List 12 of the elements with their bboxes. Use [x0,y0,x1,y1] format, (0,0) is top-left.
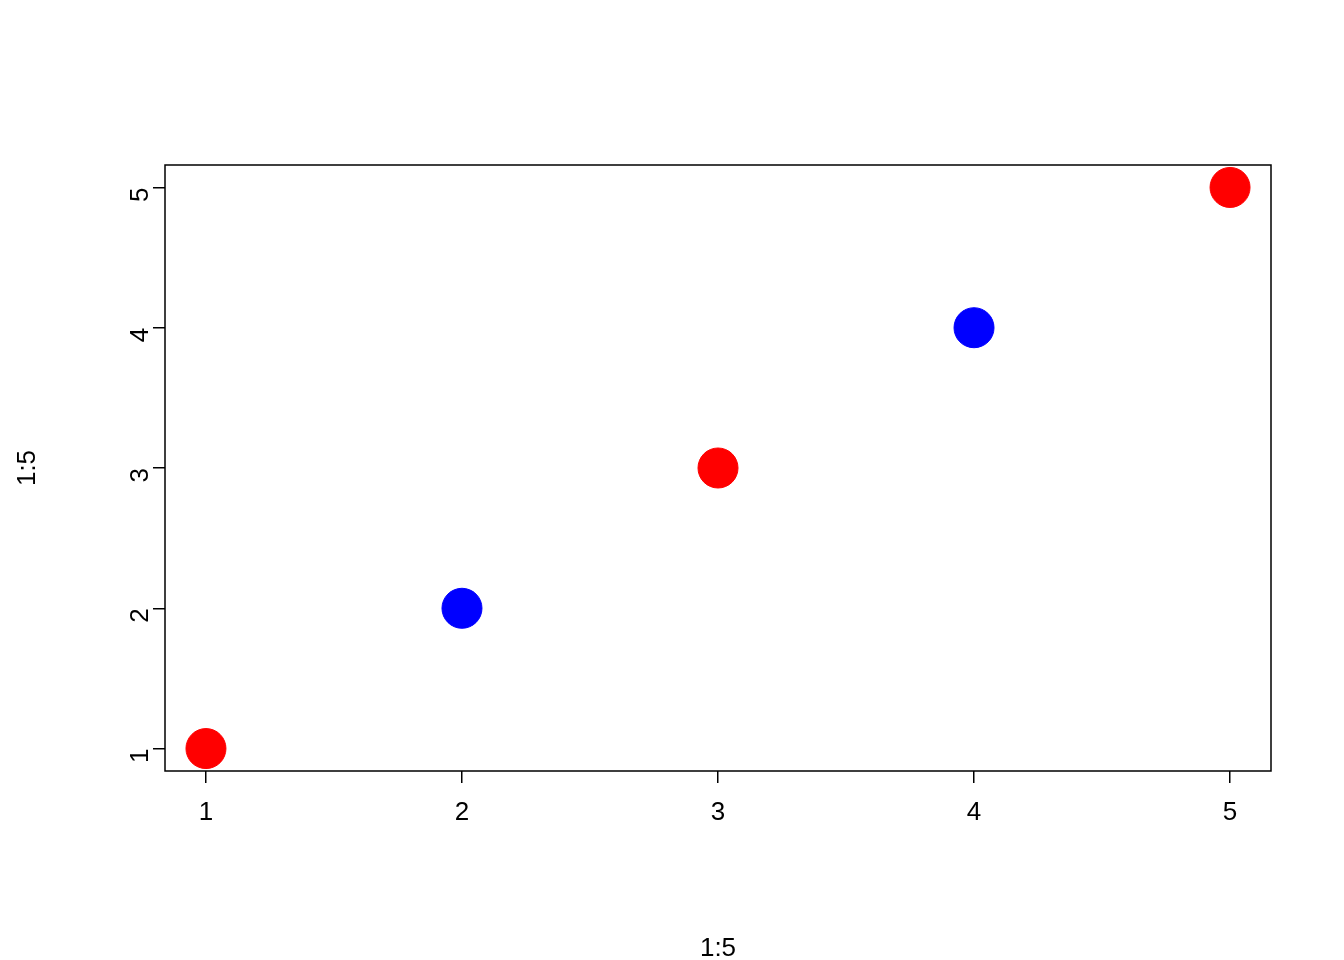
x-tick-label: 4 [966,795,982,826]
x-tick-label: 5 [1222,795,1238,826]
y-tick-label: 2 [124,608,155,623]
x-tick-label: 1 [198,795,214,826]
x-tick-label: 2 [454,795,470,826]
y-axis-title: 1:5 [10,449,41,487]
x-axis-title: 1:5 [699,931,737,960]
y-tick-label: 4 [124,327,155,343]
y-tick-label: 5 [124,187,155,202]
y-tick-label: 3 [124,468,155,483]
x-tick-label: 3 [710,795,726,826]
y-tick-label: 1 [124,748,155,764]
